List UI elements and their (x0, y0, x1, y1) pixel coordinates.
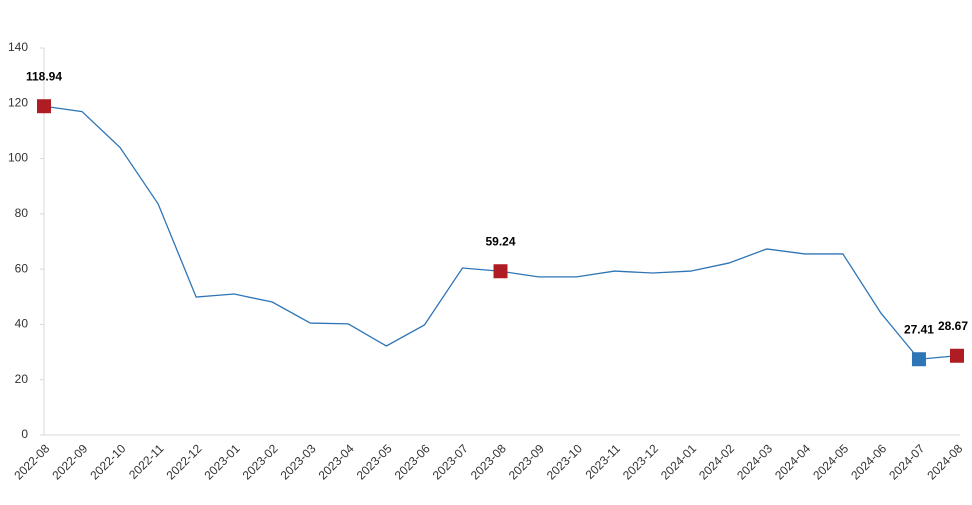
x-tick-label: 2024-06 (848, 441, 889, 482)
x-tick-label: 2024-01 (658, 441, 699, 482)
x-tick-label: 2024-05 (810, 441, 851, 482)
y-tick-label: 100 (8, 151, 28, 165)
x-tick-label: 2023-02 (240, 441, 281, 482)
x-tick-label: 2023-07 (430, 441, 471, 482)
x-tick-label: 2022-08 (11, 441, 52, 482)
x-tick-label: 2023-11 (583, 441, 624, 482)
y-tick-label: 40 (15, 317, 29, 331)
x-tick-label: 2022-10 (87, 441, 128, 482)
x-tick-label: 2023-12 (620, 441, 661, 482)
x-tick-label: 2024-02 (696, 441, 737, 482)
x-tick-label: 2024-03 (734, 441, 775, 482)
marker (37, 99, 51, 114)
y-tick-label: 60 (15, 261, 29, 275)
data-label: 59.24 (485, 234, 515, 248)
x-tick-label: 2024-07 (886, 441, 927, 482)
marker (950, 348, 964, 363)
y-tick-label: 20 (15, 372, 29, 386)
y-tick-label: 140 (8, 40, 28, 54)
x-tick-label: 2024-08 (924, 441, 965, 482)
marker (911, 352, 926, 367)
x-tick-label: 2022-11 (126, 441, 167, 482)
x-tick-label: 2023-04 (316, 441, 357, 482)
x-tick-label: 2023-03 (278, 441, 319, 482)
y-tick-label: 80 (15, 206, 29, 220)
x-tick-label: 2023-09 (506, 441, 547, 482)
x-tick-label: 2023-08 (468, 441, 509, 482)
x-tick-label: 2023-01 (202, 441, 243, 482)
y-tick-label: 0 (21, 427, 28, 441)
x-tick-label: 2022-09 (49, 441, 90, 482)
y-tick-label: 120 (8, 95, 28, 109)
x-tick-label: 2022-12 (163, 441, 204, 482)
x-tick-label: 2023-05 (354, 441, 395, 482)
data-label: 28.67 (938, 319, 968, 333)
data-label: 118.94 (26, 69, 62, 83)
data-label: 27.41 (904, 322, 934, 336)
x-tick-label: 2024-04 (772, 441, 813, 482)
x-tick-label: 2023-10 (544, 441, 585, 482)
line (43, 105, 958, 360)
x-tick-label: 2023-06 (392, 441, 433, 482)
marker (493, 264, 508, 279)
